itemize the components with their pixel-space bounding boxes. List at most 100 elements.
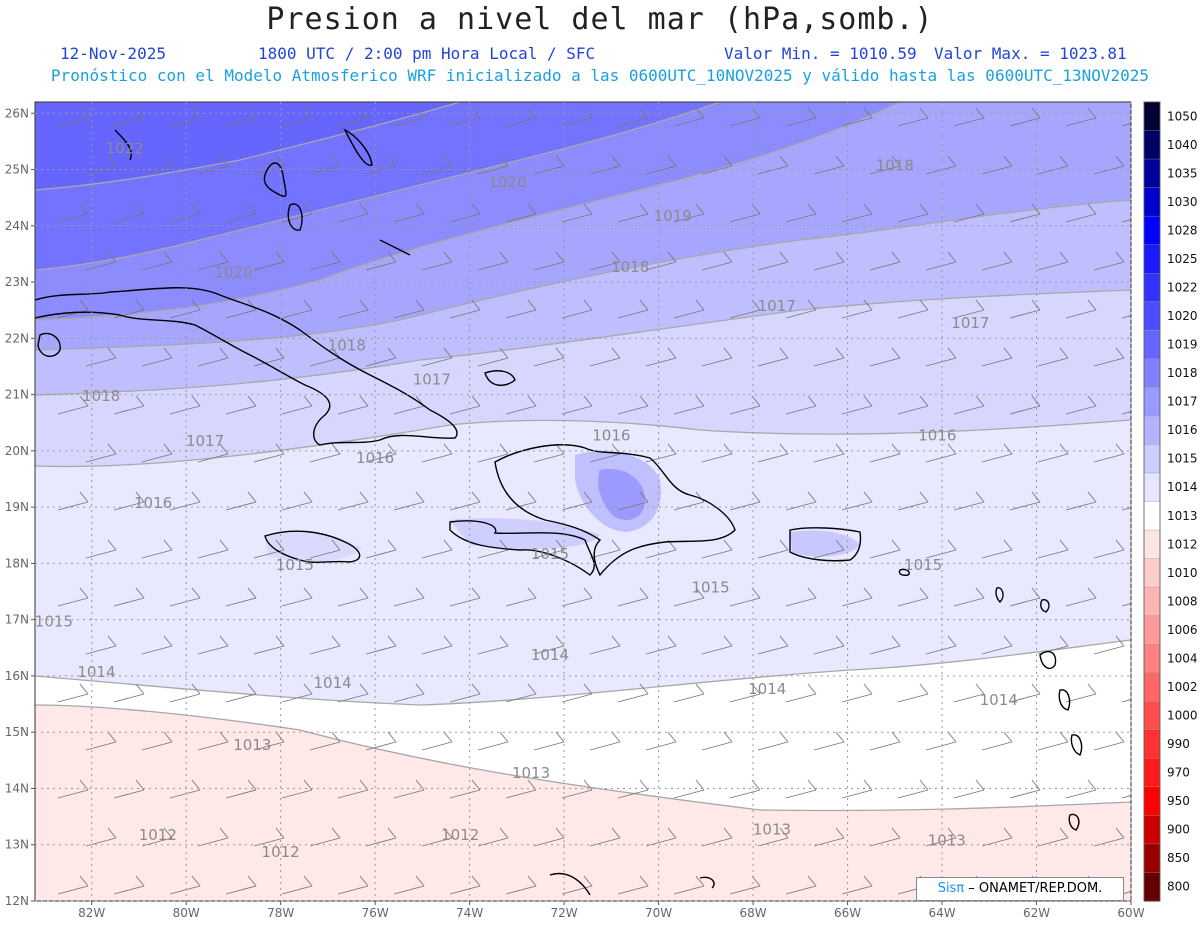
wind-barb — [1037, 251, 1069, 271]
wind-barb — [785, 203, 817, 223]
wind-barb — [477, 731, 509, 751]
wind-barb — [141, 827, 173, 847]
wind-barb — [85, 539, 117, 559]
wind-barb — [617, 299, 649, 319]
wind-barb — [1121, 219, 1131, 223]
wind-barb — [421, 443, 453, 463]
wind-barb — [169, 395, 201, 415]
isobar-label: 1012 — [441, 826, 479, 844]
wind-barb — [169, 299, 201, 319]
wind-barb — [841, 107, 873, 127]
isobar-label: 1019 — [654, 207, 692, 225]
colorbar-swatch — [1143, 158, 1161, 189]
wind-barb — [309, 827, 341, 847]
wind-barb — [673, 395, 705, 415]
wind-barb — [281, 203, 313, 223]
isobar-label: 1020 — [214, 263, 252, 281]
wind-barb — [869, 347, 901, 367]
wind-barb — [225, 875, 257, 895]
wind-barb — [57, 683, 89, 703]
wind-barb — [757, 251, 789, 271]
colorbar-swatch — [1143, 643, 1161, 674]
lon-label: 78W — [267, 906, 294, 920]
wind-barb — [1065, 683, 1097, 703]
wind-barb — [169, 683, 201, 703]
wind-barb — [337, 107, 369, 127]
wind-barb — [1009, 299, 1041, 319]
wind-barb — [477, 251, 509, 271]
wind-barb — [869, 443, 901, 463]
colorbar-swatch — [1143, 758, 1161, 788]
wind-barb — [393, 491, 425, 511]
colorbar-label: 850 — [1167, 851, 1190, 865]
wind-barb — [197, 155, 229, 175]
colorbar-label: 990 — [1167, 737, 1190, 751]
wind-barb — [981, 443, 1013, 463]
wind-barb — [785, 299, 817, 319]
wind-barb — [365, 635, 397, 655]
wind-barb — [85, 443, 117, 463]
wind-barb — [421, 251, 453, 271]
wind-barb — [281, 299, 313, 319]
wind-barb — [785, 683, 817, 703]
wind-barb — [953, 395, 985, 415]
isobar-label: 1012 — [139, 826, 177, 844]
colorbar-label: 1019 — [1167, 338, 1198, 352]
wind-barb — [225, 587, 257, 607]
isobar-label: 1014 — [314, 674, 352, 692]
colorbar-label: 970 — [1167, 766, 1190, 780]
isobar-label: 1016 — [592, 427, 630, 445]
wind-barb — [393, 683, 425, 703]
wind-barb — [197, 347, 229, 367]
colorbar-label: 1016 — [1167, 423, 1198, 437]
colorbar-swatch — [1143, 815, 1161, 845]
wind-barbs — [57, 107, 1131, 895]
wind-barb — [1037, 539, 1069, 559]
isobar-labels: 1022 1020 1019 1018 1020 1018 1017 1017 1018 1017… — [35, 140, 1018, 861]
colorbar-swatch — [1143, 701, 1161, 731]
wind-barb — [505, 203, 537, 223]
lon-label: 82W — [78, 906, 105, 920]
lon-label: 66W — [834, 906, 861, 920]
wind-barb — [85, 251, 117, 271]
wind-barb — [981, 731, 1013, 751]
wind-barb — [1093, 635, 1125, 655]
lat-label: 24N — [5, 219, 29, 233]
wind-barb — [477, 827, 509, 847]
colorbar-label: 1008 — [1167, 594, 1198, 608]
wind-barb — [281, 683, 313, 703]
wind-barb — [533, 635, 565, 655]
wind-barb — [589, 731, 621, 751]
wind-barb — [757, 347, 789, 367]
wind-barb — [113, 299, 145, 319]
wind-barb — [617, 395, 649, 415]
isobar-label: 1014 — [748, 680, 786, 698]
wind-barb — [1037, 347, 1069, 367]
wind-barb — [757, 539, 789, 559]
wind-barb — [897, 779, 929, 799]
wind-barb — [1093, 731, 1125, 751]
isobar-label: 1018 — [876, 157, 914, 175]
wind-barb — [897, 587, 929, 607]
wind-barb — [113, 395, 145, 415]
wind-barb — [953, 299, 985, 319]
wind-barb — [225, 203, 257, 223]
wind-barb — [841, 587, 873, 607]
wind-barb — [1121, 699, 1131, 703]
wind-barb — [953, 107, 985, 127]
wind-barb — [869, 251, 901, 271]
lon-label: 70W — [645, 906, 672, 920]
colorbar-swatch — [1143, 872, 1161, 902]
wind-barb — [701, 443, 733, 463]
wind-barb — [897, 203, 929, 223]
wind-barb — [813, 443, 845, 463]
isobar-label: 1016 — [918, 427, 956, 445]
wind-barb — [1009, 395, 1041, 415]
wind-barb — [113, 875, 145, 895]
wind-barb — [113, 779, 145, 799]
wind-barb — [505, 107, 537, 127]
wind-barb — [953, 683, 985, 703]
wind-barb — [309, 539, 341, 559]
wind-barb — [1065, 395, 1097, 415]
min-value: Valor Min. = 1010.59 — [724, 44, 917, 63]
